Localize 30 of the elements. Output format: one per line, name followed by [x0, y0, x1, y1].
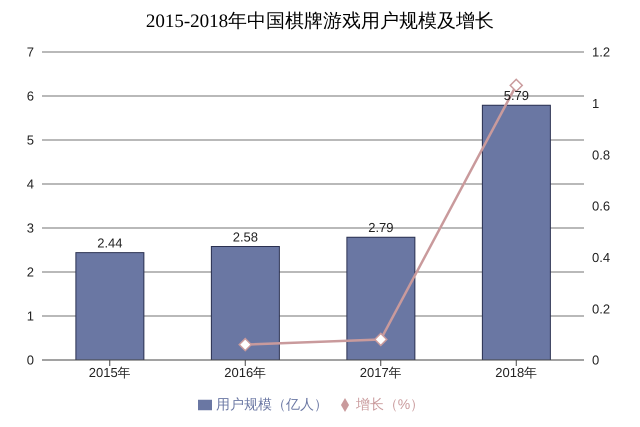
y2-tick-label: 0.2: [592, 301, 610, 316]
bar: [346, 236, 416, 360]
y2-tick-label: 0.8: [592, 147, 610, 162]
x-tick-label: 2016年: [224, 365, 266, 380]
bar: [210, 246, 280, 360]
y2-tick-label: 1: [592, 96, 600, 111]
y2-tick-label: 0.6: [592, 198, 610, 214]
x-tick-label: 2017年: [360, 365, 402, 380]
y2-tick-label: 1.2: [592, 44, 610, 60]
legend-label: 用户规模（亿人）: [216, 396, 328, 412]
point: [238, 338, 252, 352]
y2-tick-label: 0.4: [592, 250, 610, 265]
y-tick-label: 3: [26, 220, 34, 236]
y-tick-label: 2: [26, 264, 34, 280]
chart-title: 2015-2018年中国棋牌游戏用户规模及增长: [144, 10, 496, 34]
x-tick-label: 2018年: [495, 365, 538, 380]
legend-label: 增长（%）: [356, 396, 424, 412]
y-tick-label: 0: [26, 352, 34, 368]
y2-tick-label: 0: [592, 352, 600, 368]
data-label: 2.58: [232, 229, 258, 244]
data-label: 2.44: [97, 236, 123, 251]
point: [374, 332, 388, 346]
y-tick-label: 5: [26, 132, 34, 148]
y-tick-label: 4: [26, 176, 34, 192]
y-tick-label: 7: [26, 44, 34, 60]
bar: [482, 104, 551, 360]
x-tick-label: 2015年: [88, 365, 131, 380]
y-tick-label: 1: [26, 308, 34, 324]
y-tick-label: 6: [26, 88, 34, 104]
bar: [75, 252, 144, 360]
